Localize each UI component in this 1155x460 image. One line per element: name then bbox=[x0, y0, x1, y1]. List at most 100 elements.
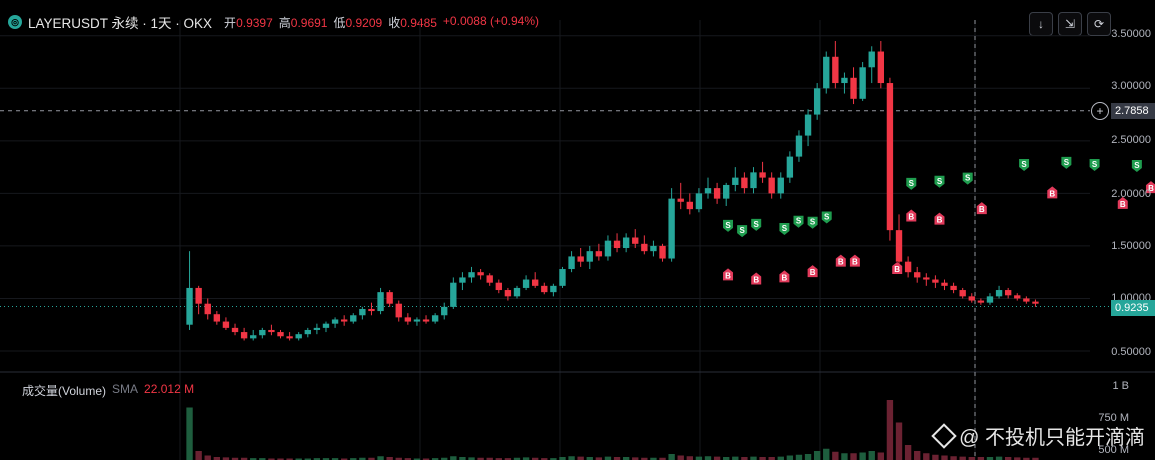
candle-body bbox=[723, 184, 730, 199]
volume-title[interactable]: 成交量(Volume) bbox=[22, 384, 107, 398]
sell-marker: S bbox=[906, 177, 917, 190]
svg-text:B: B bbox=[937, 216, 943, 225]
symbol-title[interactable]: LAYERUSDT 永续 · 1天 · OKX bbox=[28, 16, 213, 31]
candle-body bbox=[532, 279, 539, 286]
volume-bar bbox=[995, 456, 1003, 460]
diamond-logo-icon bbox=[931, 422, 957, 449]
volume-bar bbox=[204, 455, 211, 460]
vol-tick-1b: 1 B bbox=[1112, 380, 1129, 392]
candle-body bbox=[850, 77, 857, 99]
candle-body bbox=[186, 287, 193, 325]
volume-bar bbox=[541, 458, 548, 460]
svg-text:S: S bbox=[937, 177, 943, 186]
candle-body bbox=[986, 296, 994, 303]
volume-bar bbox=[331, 458, 339, 460]
svg-text:S: S bbox=[725, 221, 731, 230]
volume-bar bbox=[532, 457, 539, 460]
volume-bar bbox=[431, 458, 439, 460]
volume-bar bbox=[950, 456, 957, 460]
volume-bar bbox=[841, 453, 848, 460]
candle-body bbox=[359, 308, 366, 316]
svg-text:S: S bbox=[965, 174, 971, 183]
volume-bar bbox=[1004, 457, 1012, 460]
candle-body bbox=[231, 327, 239, 333]
candle-body bbox=[677, 198, 684, 202]
collapse-icon[interactable]: ⇲ bbox=[1058, 12, 1082, 36]
volume-bar bbox=[868, 451, 875, 460]
candle-body bbox=[386, 292, 393, 304]
candle-body bbox=[786, 156, 794, 178]
volume-bar bbox=[268, 458, 275, 460]
ohlc-values: 开0.9397 高0.9691 低0.9209 收0.9485 +0.0088 … bbox=[224, 14, 539, 31]
volume-bar bbox=[350, 458, 357, 460]
svg-text:S: S bbox=[824, 212, 830, 221]
candle-body bbox=[859, 67, 866, 99]
candle-body bbox=[1032, 301, 1039, 304]
candle-body bbox=[550, 285, 557, 293]
buy-marker: B bbox=[1047, 186, 1058, 199]
candle-body bbox=[841, 77, 848, 84]
candle-body bbox=[522, 279, 530, 288]
svg-text:B: B bbox=[1148, 184, 1154, 193]
add-alert-icon[interactable]: + bbox=[1091, 102, 1109, 120]
candle-body bbox=[468, 272, 475, 278]
volume-bar bbox=[222, 457, 230, 460]
candle-body bbox=[668, 198, 675, 259]
svg-text:B: B bbox=[725, 271, 731, 280]
candle-body bbox=[222, 321, 230, 328]
volume-bar bbox=[977, 457, 985, 460]
volume-bar bbox=[295, 458, 302, 460]
volume-bar bbox=[777, 456, 784, 460]
candle-body bbox=[932, 279, 939, 283]
candle-body bbox=[923, 277, 930, 280]
candle-body bbox=[331, 319, 339, 324]
volume-bar bbox=[632, 457, 639, 460]
sell-marker: S bbox=[751, 218, 762, 231]
candle-body bbox=[568, 256, 575, 270]
y-tick-0.5: 0.50000 bbox=[1111, 346, 1151, 358]
buy-marker: B bbox=[849, 254, 860, 267]
high-value: 0.9691 bbox=[290, 15, 328, 30]
svg-text:S: S bbox=[739, 226, 745, 235]
sma-value: 22.012 M bbox=[144, 382, 195, 396]
volume-bar bbox=[368, 457, 375, 460]
candle-body bbox=[895, 230, 903, 262]
volume-bar bbox=[723, 457, 730, 460]
svg-text:S: S bbox=[1092, 160, 1098, 169]
svg-text:B: B bbox=[782, 273, 788, 282]
candle-body bbox=[804, 114, 812, 136]
candle-body bbox=[741, 177, 748, 189]
volume-bar bbox=[941, 455, 948, 460]
candle-body bbox=[704, 188, 712, 194]
candle-body bbox=[286, 336, 293, 339]
volume-bar bbox=[304, 458, 311, 460]
sell-marker: S bbox=[793, 215, 804, 228]
refresh-icon[interactable]: ⟳ bbox=[1087, 12, 1111, 36]
candle-body bbox=[240, 332, 248, 339]
candle-body bbox=[459, 277, 466, 283]
volume-bar bbox=[404, 458, 412, 460]
candle-body bbox=[823, 56, 830, 89]
candle-body bbox=[377, 292, 384, 312]
high-label: 高 bbox=[278, 15, 291, 30]
volume-bar bbox=[932, 454, 939, 460]
volume-bar bbox=[914, 451, 921, 460]
buy-marker: B bbox=[906, 209, 917, 222]
volume-bar bbox=[568, 456, 575, 460]
watermark: @ 不投机只能开滴滴 bbox=[931, 421, 1145, 450]
sell-marker: S bbox=[1019, 158, 1030, 171]
candle-body bbox=[495, 282, 502, 291]
candle-body bbox=[795, 135, 803, 157]
current-price-tag: 0.9235 bbox=[1111, 300, 1155, 316]
arrow-down-icon[interactable]: ↓ bbox=[1029, 12, 1053, 36]
candle-body bbox=[277, 332, 284, 337]
change-value: +0.0088 (+0.94%) bbox=[442, 13, 539, 28]
y-tick-3.0: 3.00000 bbox=[1111, 80, 1151, 92]
volume-bar bbox=[904, 445, 912, 460]
svg-text:S: S bbox=[810, 218, 816, 227]
chart-header: ◎ LAYERUSDT 永续 · 1天 · OKX 开0.9397 高0.969… bbox=[0, 0, 1155, 46]
volume-bar bbox=[450, 456, 457, 460]
candle-body bbox=[422, 319, 430, 322]
candle-body bbox=[995, 290, 1003, 297]
